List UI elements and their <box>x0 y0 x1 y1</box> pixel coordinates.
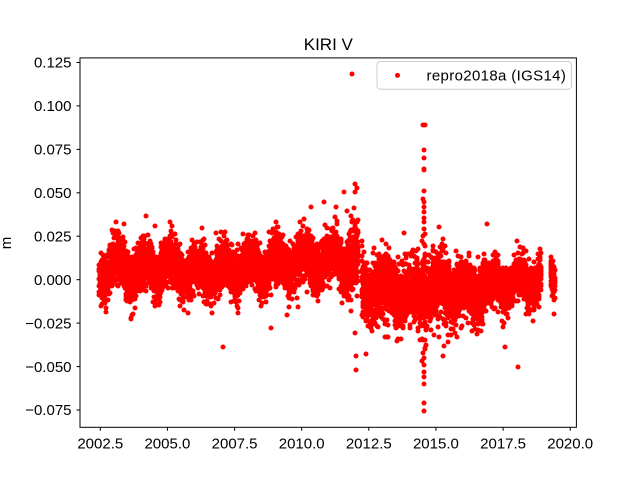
svg-text:2012.5: 2012.5 <box>346 436 392 453</box>
svg-text:−0.075: −0.075 <box>25 402 71 419</box>
svg-text:repro2018a (IGS14): repro2018a (IGS14) <box>427 67 567 84</box>
svg-text:0.050: 0.050 <box>34 185 72 202</box>
svg-text:0.100: 0.100 <box>34 98 72 115</box>
svg-text:0.000: 0.000 <box>34 272 72 289</box>
svg-text:0.075: 0.075 <box>34 142 72 159</box>
svg-text:2020.0: 2020.0 <box>547 436 593 453</box>
svg-text:−0.025: −0.025 <box>25 315 71 332</box>
svg-text:−0.050: −0.050 <box>25 359 71 376</box>
svg-text:2017.5: 2017.5 <box>480 436 526 453</box>
svg-text:2005.0: 2005.0 <box>144 436 190 453</box>
svg-text:KIRI V: KIRI V <box>304 35 354 54</box>
svg-text:2007.5: 2007.5 <box>212 436 258 453</box>
svg-text:0.025: 0.025 <box>34 228 72 245</box>
svg-text:2010.0: 2010.0 <box>279 436 325 453</box>
svg-text:m: m <box>0 237 15 250</box>
svg-text:0.125: 0.125 <box>34 55 72 72</box>
svg-text:2015.0: 2015.0 <box>413 436 459 453</box>
svg-text:2002.5: 2002.5 <box>77 436 123 453</box>
